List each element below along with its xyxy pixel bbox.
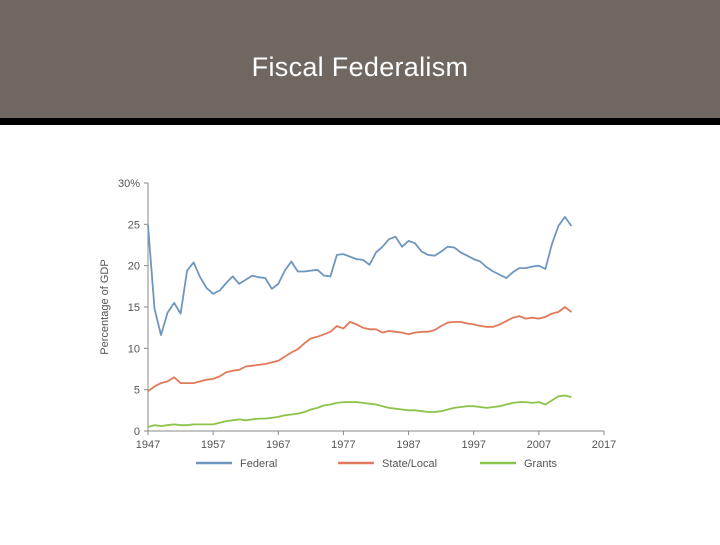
chart-container: 0 5 10 15 20 25 30% 1947 1957 1967 1977 1987 1997 200… [0, 125, 720, 540]
x-tick-label: 2017 [592, 439, 616, 451]
title-divider [0, 118, 720, 125]
slide-title: Fiscal Federalism [251, 51, 469, 82]
y-tick-label: 10 [128, 343, 140, 355]
line-chart: 0 5 10 15 20 25 30% 1947 1957 1967 1977 1987 1997 200… [99, 178, 616, 470]
y-tick-label: 20 [128, 261, 140, 273]
series-line-state-local [147, 306, 572, 393]
x-tick-label: 1977 [331, 439, 355, 451]
y-tick-label: 30% [118, 178, 140, 190]
y-tick-label: 15 [128, 302, 140, 314]
y-tick-label: 25 [128, 219, 140, 231]
legend-label: State/Local [382, 458, 437, 470]
series-line-grants [147, 394, 572, 428]
y-tick-label: 5 [134, 385, 140, 397]
x-tick-label: 1957 [201, 439, 225, 451]
x-tick-label: 1987 [396, 439, 420, 451]
title-bar: Fiscal Federalism [0, 0, 720, 118]
x-tick-label: 1997 [461, 439, 485, 451]
x-tick-label: 1967 [266, 439, 290, 451]
legend-label: Grants [524, 458, 558, 470]
y-tick-label: 0 [134, 426, 140, 438]
x-tick-label: 1947 [136, 439, 160, 451]
x-tick-label: 2007 [527, 439, 551, 451]
series-line-federal [147, 216, 573, 337]
y-axis-label: Percentage of GDP [99, 259, 111, 354]
legend-label: Federal [240, 458, 277, 470]
